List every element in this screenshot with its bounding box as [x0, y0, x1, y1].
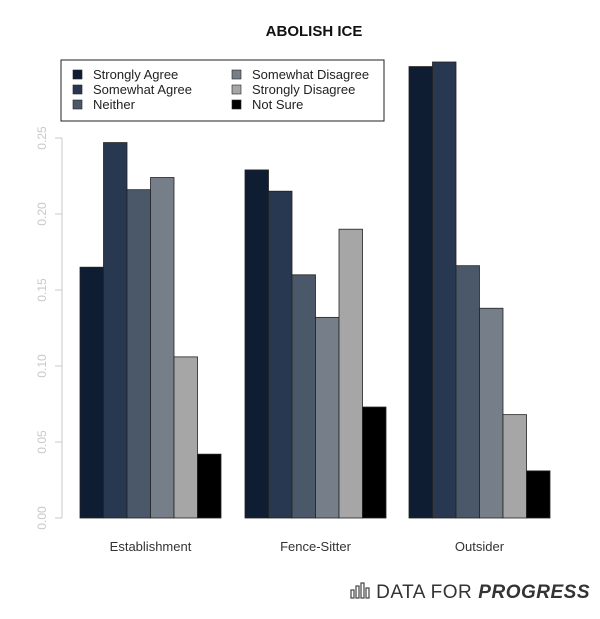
- bar: [79, 266, 104, 519]
- bar: [150, 177, 175, 519]
- y-tick-label: 0.15: [35, 278, 49, 302]
- legend-box: [60, 59, 385, 122]
- y-tick-label: 0.10: [35, 354, 49, 378]
- legend-swatch: [231, 84, 242, 95]
- legend-label: Strongly Disagree: [252, 82, 355, 97]
- bar: [103, 142, 128, 519]
- y-tick-label: 0.20: [35, 202, 49, 226]
- y-tick-label: 0.00: [35, 506, 49, 530]
- bar-chart-icon: [350, 581, 370, 605]
- legend-label: Strongly Agree: [93, 67, 178, 82]
- bar: [126, 189, 151, 519]
- bar: [173, 356, 198, 519]
- legend-label: Somewhat Disagree: [252, 67, 369, 82]
- bar: [291, 274, 316, 519]
- legend-swatch: [72, 69, 83, 80]
- category-labels: Establishment Fence-Sitter Outsider: [110, 539, 505, 554]
- legend-label: Somewhat Agree: [93, 82, 192, 97]
- bar: [526, 470, 551, 519]
- bar: [338, 228, 363, 519]
- bars: [79, 61, 551, 519]
- legend-swatch: [72, 84, 83, 95]
- bar: [315, 316, 340, 519]
- bar: [408, 66, 433, 519]
- y-tick-label: 0.25: [35, 126, 49, 150]
- category-label: Establishment: [110, 539, 192, 554]
- bar: [197, 453, 222, 519]
- bar: [432, 61, 457, 519]
- bar: [479, 307, 504, 519]
- y-axis: 0.00 0.05 0.10 0.15 0.20 0.25: [35, 126, 63, 530]
- bar: [502, 414, 527, 519]
- legend-swatch: [231, 99, 242, 110]
- legend-swatch: [231, 69, 242, 80]
- brand-text-progress: PROGRESS: [478, 582, 590, 603]
- chart-title: ABOLISH ICE: [266, 23, 363, 40]
- bar: [362, 406, 387, 519]
- bar: [455, 265, 480, 519]
- bar: [268, 190, 293, 519]
- legend-label: Not Sure: [252, 97, 303, 112]
- category-label: Fence-Sitter: [280, 539, 351, 554]
- category-label: Outsider: [455, 539, 505, 554]
- bar: [244, 169, 269, 519]
- legend-label: Neither: [93, 97, 136, 112]
- brand-logo: DATA FOR PROGRESS: [350, 581, 590, 605]
- legend-swatch: [72, 99, 83, 110]
- y-tick-label: 0.05: [35, 430, 49, 454]
- brand-text-data-for: DATA FOR: [376, 582, 473, 603]
